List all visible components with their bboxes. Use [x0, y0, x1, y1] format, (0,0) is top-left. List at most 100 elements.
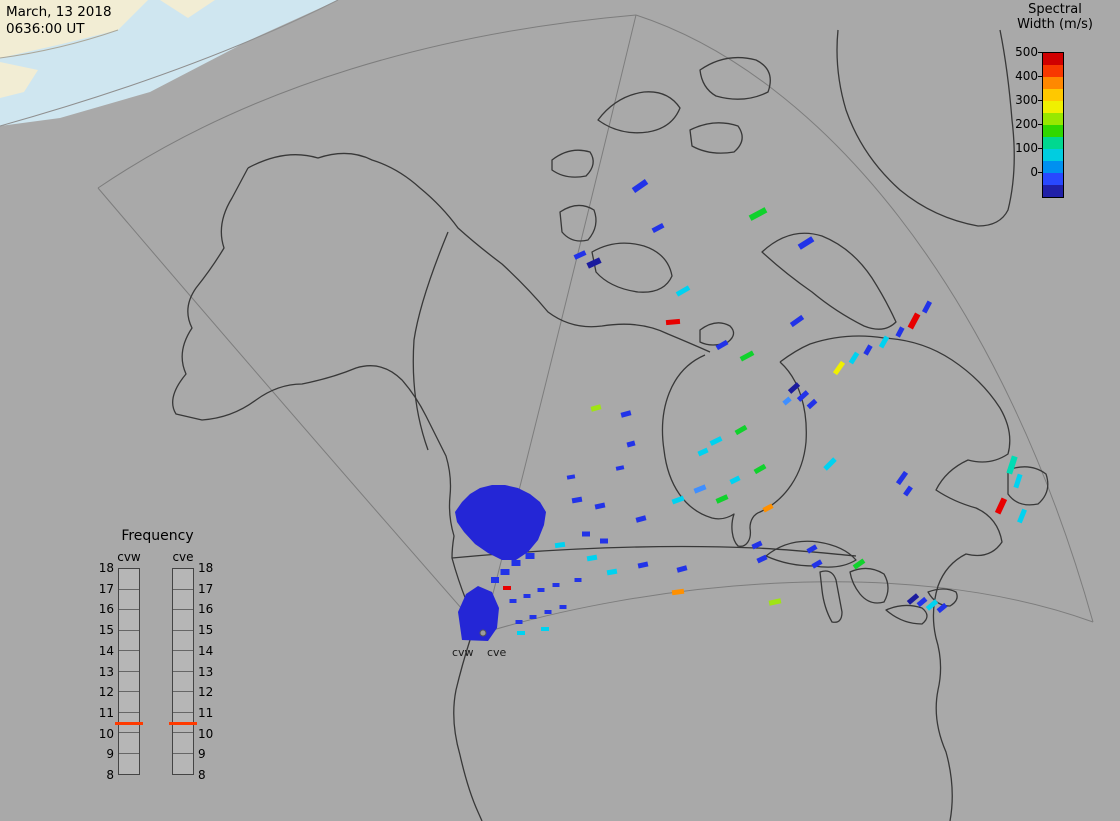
frequency-scale-cell	[173, 692, 193, 713]
lake-superior	[765, 540, 857, 568]
colorbar-segment	[1043, 161, 1063, 173]
arctic-island-2	[551, 149, 594, 178]
frequency-scale-cell	[119, 692, 139, 713]
frequency-legend-title: Frequency	[121, 528, 194, 544]
frequency-tick-label: 17	[98, 581, 114, 596]
frequency-scale-cell	[119, 754, 139, 775]
data-tile	[715, 494, 729, 504]
frequency-tick-label: 9	[106, 747, 114, 762]
data-tile	[925, 599, 939, 611]
timestamp-block: March, 13 2018 0636:00 UT	[6, 4, 112, 38]
data-tile	[651, 222, 665, 234]
data-tile	[559, 605, 567, 609]
frequency-tick-label: 10	[198, 726, 214, 741]
data-tile	[787, 382, 801, 394]
data-tile	[544, 610, 552, 614]
data-tile	[1013, 473, 1023, 489]
colorbar-gradient	[1042, 52, 1064, 198]
frequency-tick-label: 18	[198, 561, 214, 575]
data-tile	[594, 502, 606, 510]
data-tile	[863, 344, 873, 356]
frequency-marker	[115, 721, 143, 725]
data-tile	[586, 554, 598, 562]
data-tile	[753, 463, 767, 475]
data-tile	[797, 236, 815, 250]
newfoundland	[1007, 466, 1049, 506]
data-tile	[615, 465, 625, 471]
data-tile	[806, 398, 818, 410]
data-patch	[455, 485, 546, 560]
frequency-scale-cell	[173, 672, 193, 692]
frequency-tick-label: 10	[98, 726, 114, 741]
data-tile	[811, 559, 823, 569]
data-tile	[574, 578, 582, 582]
frequency-tick-label: 9	[198, 747, 206, 762]
frequency-scale-cell	[173, 651, 193, 672]
frequency-scale-cell	[119, 672, 139, 692]
data-tile	[517, 631, 525, 635]
colorbar-segment	[1043, 137, 1063, 149]
data-tile	[571, 496, 583, 504]
frequency-column-label: cve	[172, 550, 194, 564]
data-tile	[586, 257, 602, 269]
data-tile	[697, 447, 709, 457]
data-tile	[994, 497, 1008, 515]
data-tile	[768, 598, 782, 606]
data-tile	[693, 484, 707, 494]
data-patches	[455, 485, 546, 641]
data-tile	[878, 335, 890, 349]
data-tile	[832, 360, 846, 376]
frequency-tick-label: 12	[198, 685, 214, 700]
colorbar-tick-label: 0	[1030, 165, 1038, 179]
time-text: 0636:00 UT	[6, 21, 85, 37]
frequency-tick-label: 12	[98, 685, 114, 700]
frequency-scale-cell	[173, 754, 193, 775]
frequency-marker	[169, 721, 197, 725]
frequency-scale-cell	[173, 590, 193, 610]
colorbar-tick-mark	[1038, 52, 1042, 53]
data-tile	[895, 326, 905, 338]
data-tile	[734, 424, 748, 436]
data-tile	[852, 558, 866, 570]
frequency-tick-label: 8	[106, 768, 114, 782]
data-tile	[751, 540, 763, 550]
data-tile	[554, 541, 566, 549]
colorbar-segment	[1043, 65, 1063, 77]
frequency-scale-cell	[173, 569, 193, 590]
spectral-width-colorbar: Spectral Width (m/s) 500 400 300 200 100 0	[990, 0, 1120, 230]
data-tile	[916, 596, 928, 608]
colorbar-tick-mark	[1038, 172, 1042, 173]
data-tile	[671, 495, 685, 505]
frequency-tick-label: 14	[198, 643, 214, 658]
southampton-island	[699, 322, 735, 346]
frequency-scale-cell	[119, 569, 139, 590]
frequency-scale-bar	[172, 568, 194, 775]
frequency-scale-cell	[173, 713, 193, 733]
arctic-island-3	[699, 56, 771, 100]
colorbar-title-line2: Width (m/s)	[1017, 17, 1093, 32]
data-patch	[458, 586, 499, 641]
colorbar-tick-label: 100	[1015, 141, 1038, 155]
data-tile	[739, 350, 755, 362]
data-tile	[523, 594, 531, 598]
data-tile	[823, 457, 837, 471]
data-tile	[675, 285, 691, 297]
data-tile	[715, 339, 729, 351]
data-tile	[665, 318, 681, 326]
data-tile	[921, 300, 933, 314]
hudson-bay	[661, 354, 807, 547]
data-tile	[789, 314, 805, 328]
colorbar-segment	[1043, 53, 1063, 65]
frequency-scale-cell	[119, 590, 139, 610]
colorbar-segment	[1043, 113, 1063, 125]
data-tile	[582, 531, 590, 537]
data-tile	[509, 599, 517, 603]
frequency-tick-label: 11	[98, 705, 114, 720]
data-tile	[529, 615, 537, 619]
frequency-tick-label: 13	[198, 664, 214, 679]
data-tile	[782, 396, 792, 406]
colorbar-tick-label: 300	[1015, 93, 1038, 107]
data-tile	[756, 554, 768, 564]
data-tile	[620, 410, 632, 418]
